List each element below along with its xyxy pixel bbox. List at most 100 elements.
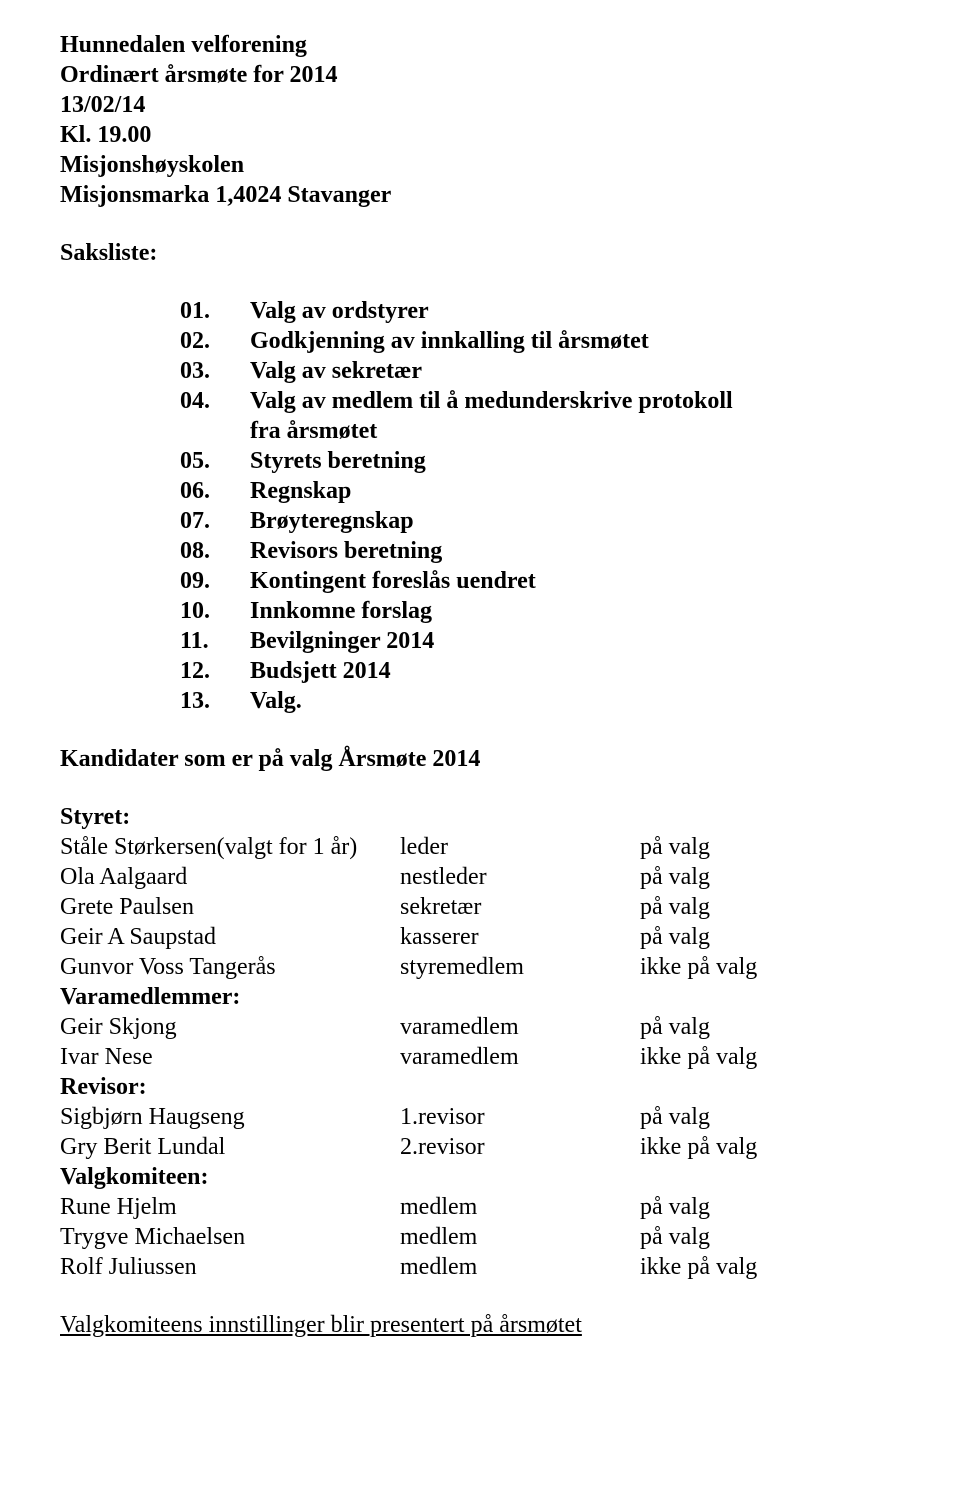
agenda-item-number: 10. bbox=[180, 596, 250, 626]
table-row: Rune Hjelmmedlempå valg bbox=[60, 1192, 900, 1222]
candidate-name: Gunvor Voss Tangerås bbox=[60, 952, 400, 982]
table-row: Gunvor Voss Tangeråsstyremedlemikke på v… bbox=[60, 952, 900, 982]
agenda-item-number bbox=[180, 416, 250, 446]
candidate-status: ikke på valg bbox=[640, 1132, 900, 1162]
agenda-item-text: Valg av ordstyrer bbox=[250, 296, 429, 326]
agenda-item-number: 11. bbox=[180, 626, 250, 656]
table-row: Trygve Michaelsenmedlempå valg bbox=[60, 1222, 900, 1252]
agenda-item: 12.Budsjett 2014 bbox=[180, 656, 900, 686]
agenda-item-number: 03. bbox=[180, 356, 250, 386]
section-head-varamedlemmer: Varamedlemmer: bbox=[60, 982, 900, 1012]
meeting-venue: Misjonshøyskolen bbox=[60, 150, 900, 180]
candidate-name: Geir A Saupstad bbox=[60, 922, 400, 952]
agenda-list: 01.Valg av ordstyrer 02.Godkjenning av i… bbox=[180, 296, 900, 716]
section-head-styret: Styret: bbox=[60, 802, 900, 832]
meeting-time: Kl. 19.00 bbox=[60, 120, 900, 150]
section-head-revisor: Revisor: bbox=[60, 1072, 900, 1102]
candidate-role: varamedlem bbox=[400, 1042, 640, 1072]
candidate-status: på valg bbox=[640, 1222, 900, 1252]
agenda-item-text: Kontingent foreslås uendret bbox=[250, 566, 536, 596]
candidate-role: nestleder bbox=[400, 862, 640, 892]
candidate-name: Rolf Juliussen bbox=[60, 1252, 400, 1282]
agenda-item-number: 05. bbox=[180, 446, 250, 476]
agenda-item: 13.Valg. bbox=[180, 686, 900, 716]
agenda-item-text: Valg av medlem til å medunderskrive prot… bbox=[250, 386, 733, 416]
candidate-status: på valg bbox=[640, 1012, 900, 1042]
candidate-name: Sigbjørn Haugseng bbox=[60, 1102, 400, 1132]
meeting-address: Misjonsmarka 1,4024 Stavanger bbox=[60, 180, 900, 210]
candidate-status: ikke på valg bbox=[640, 1042, 900, 1072]
candidates-heading: Kandidater som er på valg Årsmøte 2014 bbox=[60, 744, 900, 774]
candidate-status: på valg bbox=[640, 922, 900, 952]
agenda-item-text: Brøyteregnskap bbox=[250, 506, 414, 536]
agenda-item: 10.Innkomne forslag bbox=[180, 596, 900, 626]
candidate-name: Ståle Størkersen(valgt for 1 år) bbox=[60, 832, 400, 862]
agenda-item-number: 04. bbox=[180, 386, 250, 416]
agenda-item-number: 09. bbox=[180, 566, 250, 596]
agenda-item-text: Regnskap bbox=[250, 476, 351, 506]
table-row: Ivar Nesevaramedlemikke på valg bbox=[60, 1042, 900, 1072]
agenda-item-number: 13. bbox=[180, 686, 250, 716]
agenda-item: 09.Kontingent foreslås uendret bbox=[180, 566, 900, 596]
candidate-role: 2.revisor bbox=[400, 1132, 640, 1162]
candidate-name: Ivar Nese bbox=[60, 1042, 400, 1072]
agenda-item: 11.Bevilgninger 2014 bbox=[180, 626, 900, 656]
agenda-item-number: 08. bbox=[180, 536, 250, 566]
org-name: Hunnedalen velforening bbox=[60, 30, 900, 60]
table-row: Rolf Juliussenmedlemikke på valg bbox=[60, 1252, 900, 1282]
agenda-heading: Saksliste: bbox=[60, 238, 900, 268]
table-row: Grete Paulsensekretærpå valg bbox=[60, 892, 900, 922]
candidate-role: medlem bbox=[400, 1252, 640, 1282]
agenda-item: fra årsmøtet bbox=[180, 416, 900, 446]
table-row: Gry Berit Lundal2.revisorikke på valg bbox=[60, 1132, 900, 1162]
section-head-valgkomiteen: Valgkomiteen: bbox=[60, 1162, 900, 1192]
candidate-name: Geir Skjong bbox=[60, 1012, 400, 1042]
agenda-item: 07.Brøyteregnskap bbox=[180, 506, 900, 536]
table-row: Ståle Størkersen(valgt for 1 år)lederpå … bbox=[60, 832, 900, 862]
meeting-date: 13/02/14 bbox=[60, 90, 900, 120]
candidate-role: sekretær bbox=[400, 892, 640, 922]
candidate-role: 1.revisor bbox=[400, 1102, 640, 1132]
candidate-role: medlem bbox=[400, 1192, 640, 1222]
agenda-item-text: Valg av sekretær bbox=[250, 356, 422, 386]
footer-note: Valgkomiteens innstillinger blir present… bbox=[60, 1310, 900, 1340]
agenda-item: 05.Styrets beretning bbox=[180, 446, 900, 476]
table-row: Ola Aalgaardnestlederpå valg bbox=[60, 862, 900, 892]
candidate-status: på valg bbox=[640, 1102, 900, 1132]
candidate-role: medlem bbox=[400, 1222, 640, 1252]
agenda-item-number: 12. bbox=[180, 656, 250, 686]
agenda-item-text: Godkjenning av innkalling til årsmøtet bbox=[250, 326, 649, 356]
agenda-item-text: Styrets beretning bbox=[250, 446, 426, 476]
agenda-item-text: Budsjett 2014 bbox=[250, 656, 391, 686]
candidate-name: Rune Hjelm bbox=[60, 1192, 400, 1222]
candidate-role: varamedlem bbox=[400, 1012, 640, 1042]
candidate-status: på valg bbox=[640, 862, 900, 892]
agenda-item-number: 01. bbox=[180, 296, 250, 326]
candidate-name: Ola Aalgaard bbox=[60, 862, 400, 892]
agenda-item-number: 02. bbox=[180, 326, 250, 356]
candidate-status: på valg bbox=[640, 892, 900, 922]
table-row: Geir Skjongvaramedlempå valg bbox=[60, 1012, 900, 1042]
candidate-name: Grete Paulsen bbox=[60, 892, 400, 922]
agenda-item: 06.Regnskap bbox=[180, 476, 900, 506]
table-row: Geir A Saupstadkassererpå valg bbox=[60, 922, 900, 952]
candidate-status: ikke på valg bbox=[640, 952, 900, 982]
agenda-item-text: Revisors beretning bbox=[250, 536, 442, 566]
candidate-role: styremedlem bbox=[400, 952, 640, 982]
candidate-status: på valg bbox=[640, 832, 900, 862]
agenda-item: 08.Revisors beretning bbox=[180, 536, 900, 566]
agenda-item-number: 07. bbox=[180, 506, 250, 536]
candidate-status: på valg bbox=[640, 1192, 900, 1222]
candidate-name: Gry Berit Lundal bbox=[60, 1132, 400, 1162]
agenda-item: 01.Valg av ordstyrer bbox=[180, 296, 900, 326]
agenda-item-text: fra årsmøtet bbox=[250, 416, 377, 446]
agenda-item: 02.Godkjenning av innkalling til årsmøte… bbox=[180, 326, 900, 356]
candidate-name: Trygve Michaelsen bbox=[60, 1222, 400, 1252]
agenda-item-text: Innkomne forslag bbox=[250, 596, 432, 626]
agenda-item-text: Valg. bbox=[250, 686, 302, 716]
meeting-title: Ordinært årsmøte for 2014 bbox=[60, 60, 900, 90]
agenda-item-number: 06. bbox=[180, 476, 250, 506]
candidate-status: ikke på valg bbox=[640, 1252, 900, 1282]
table-row: Sigbjørn Haugseng1.revisorpå valg bbox=[60, 1102, 900, 1132]
candidate-role: kasserer bbox=[400, 922, 640, 952]
